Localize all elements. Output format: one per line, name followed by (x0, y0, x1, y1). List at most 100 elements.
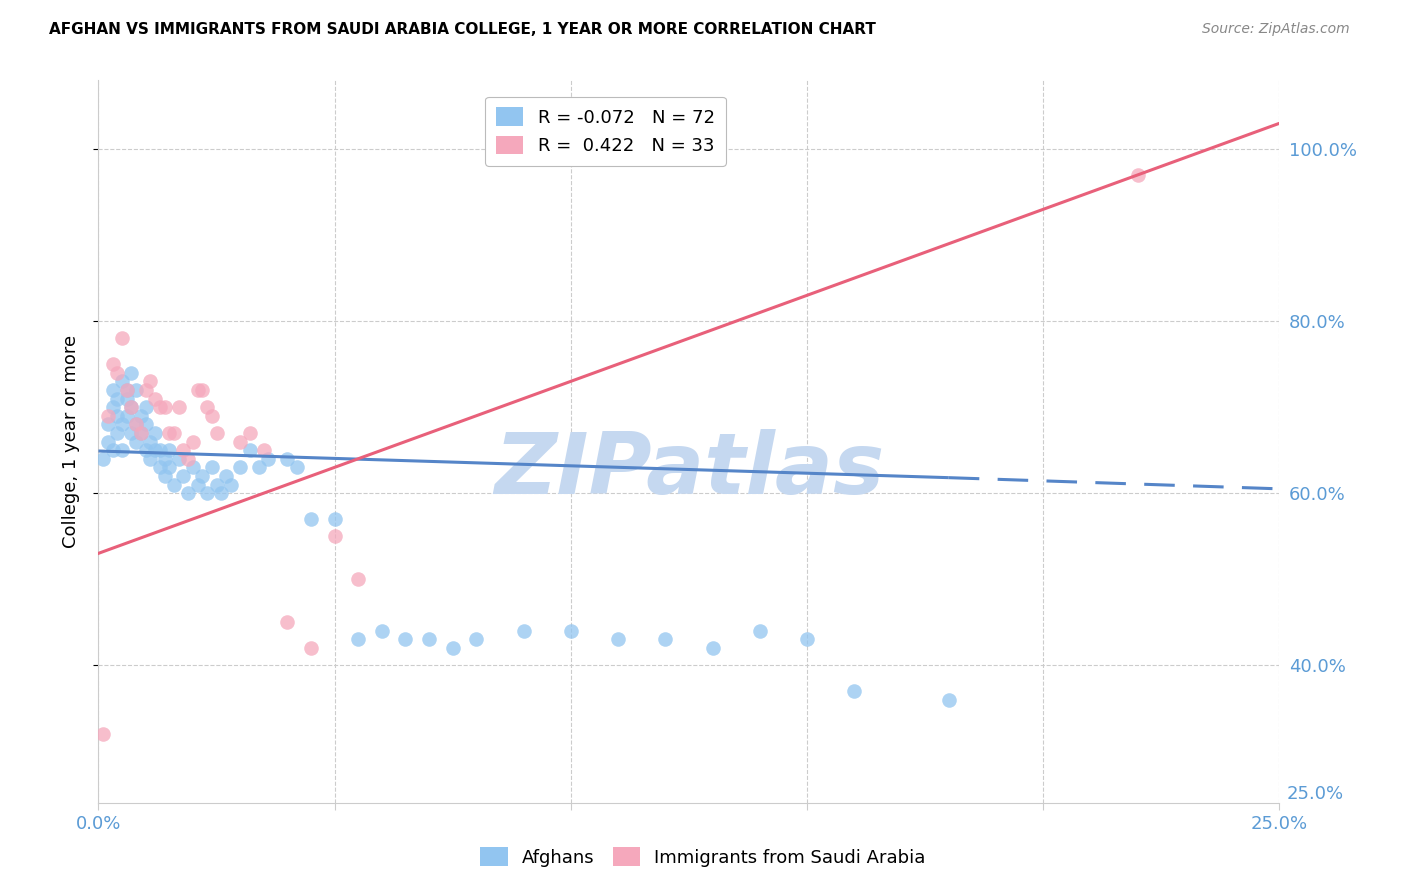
Text: AFGHAN VS IMMIGRANTS FROM SAUDI ARABIA COLLEGE, 1 YEAR OR MORE CORRELATION CHART: AFGHAN VS IMMIGRANTS FROM SAUDI ARABIA C… (49, 22, 876, 37)
Point (347, 572, 370, 586)
Point (209, 486, 232, 500)
Legend: R = -0.072   N = 72, R =  0.422   N = 33: R = -0.072 N = 72, R = 0.422 N = 33 (485, 96, 725, 166)
Point (323, 529, 346, 543)
Point (163, 425, 186, 440)
Point (167, 451, 190, 466)
Point (115, 383, 138, 397)
Point (748, 624, 770, 638)
Point (135, 383, 157, 397)
Point (153, 469, 176, 483)
Point (105, 425, 128, 440)
Point (441, 640, 464, 655)
Point (149, 400, 172, 414)
Point (257, 451, 280, 466)
Point (149, 460, 172, 475)
Point (157, 460, 180, 475)
Point (135, 400, 157, 414)
Point (129, 425, 152, 440)
Point (201, 409, 224, 423)
Point (153, 451, 176, 466)
Point (121, 425, 143, 440)
Point (1126, 168, 1149, 182)
Point (111, 443, 134, 458)
Point (239, 425, 262, 440)
Y-axis label: College, 1 year or more: College, 1 year or more (62, 335, 80, 548)
Point (276, 615, 298, 630)
Point (285, 460, 308, 475)
Point (153, 400, 176, 414)
Point (139, 434, 162, 449)
Point (129, 409, 152, 423)
Point (115, 392, 138, 406)
Point (157, 425, 180, 440)
Point (143, 443, 166, 458)
Point (247, 460, 270, 475)
Point (97, 434, 120, 449)
Point (191, 383, 214, 397)
Point (323, 512, 346, 526)
Point (129, 425, 152, 440)
Point (101, 400, 124, 414)
Point (347, 632, 370, 647)
Point (181, 460, 204, 475)
Point (121, 400, 143, 414)
Point (512, 624, 534, 638)
Point (125, 434, 148, 449)
Point (143, 425, 166, 440)
Point (135, 443, 157, 458)
Point (143, 392, 166, 406)
Point (299, 640, 322, 655)
Point (253, 443, 276, 458)
Point (157, 443, 180, 458)
Point (181, 434, 204, 449)
Point (149, 443, 172, 458)
Point (125, 417, 148, 432)
Point (187, 477, 209, 491)
Point (91, 727, 114, 741)
Point (172, 469, 194, 483)
Point (163, 477, 186, 491)
Point (938, 692, 960, 706)
Point (97, 417, 120, 432)
Point (111, 331, 134, 345)
Point (205, 477, 228, 491)
Point (125, 417, 148, 432)
Point (91, 451, 114, 466)
Point (139, 451, 162, 466)
Point (101, 357, 124, 371)
Point (299, 512, 322, 526)
Point (844, 684, 866, 698)
Point (560, 624, 582, 638)
Point (229, 434, 252, 449)
Point (205, 425, 228, 440)
Point (172, 443, 194, 458)
Point (101, 443, 124, 458)
Point (195, 400, 218, 414)
Point (394, 632, 416, 647)
Text: 25.0%: 25.0% (1286, 785, 1344, 803)
Point (101, 383, 124, 397)
Text: ZIPatlas: ZIPatlas (494, 429, 884, 512)
Point (219, 477, 242, 491)
Point (115, 409, 138, 423)
Point (195, 486, 218, 500)
Point (111, 375, 134, 389)
Point (139, 375, 162, 389)
Point (702, 640, 724, 655)
Point (121, 400, 143, 414)
Point (276, 451, 298, 466)
Point (121, 366, 143, 380)
Point (418, 632, 440, 647)
Point (239, 443, 262, 458)
Point (97, 409, 120, 423)
Text: Source: ZipAtlas.com: Source: ZipAtlas.com (1202, 22, 1350, 37)
Point (105, 409, 128, 423)
Point (167, 400, 190, 414)
Point (796, 632, 818, 647)
Point (125, 383, 148, 397)
Point (191, 469, 214, 483)
Point (105, 392, 128, 406)
Point (654, 632, 676, 647)
Point (465, 632, 488, 647)
Point (371, 624, 394, 638)
